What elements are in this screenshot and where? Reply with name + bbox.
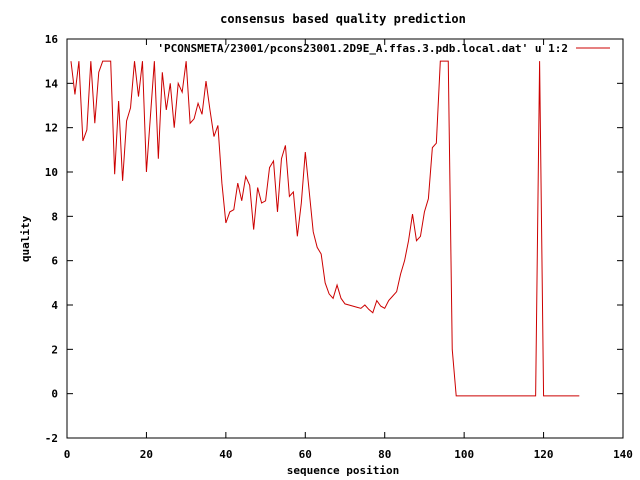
y-axis-label: quality: [19, 215, 32, 262]
x-tick-label: 140: [613, 448, 633, 461]
y-tick-label: 10: [45, 166, 58, 179]
plot-frame: [66, 38, 624, 439]
x-tick-label: 0: [64, 448, 71, 461]
y-tick-label: 12: [45, 122, 58, 135]
y-tick-label: -2: [45, 432, 58, 445]
x-axis-label: sequence position: [287, 464, 400, 477]
y-tick-label: 16: [45, 33, 59, 46]
x-tick-label: 60: [299, 448, 312, 461]
x-axis: 0 20 40 60 80 100 120 140: [64, 39, 633, 461]
chart-title: consensus based quality prediction: [220, 12, 466, 26]
x-tick-label: 100: [454, 448, 474, 461]
x-tick-label: 20: [140, 448, 153, 461]
y-tick-label: 8: [51, 210, 58, 223]
y-tick-label: 6: [51, 255, 58, 268]
x-tick-label: 80: [378, 448, 391, 461]
series-line: [70, 60, 580, 397]
y-axis: -2 0 2 4 6 8 10 12 14 16: [45, 33, 623, 445]
y-tick-label: 4: [51, 299, 58, 312]
y-tick-label: 0: [51, 388, 58, 401]
legend-label: 'PCONSMETA/23001/pcons23001.2D9E_A.ffas.…: [157, 42, 568, 55]
x-tick-label: 120: [534, 448, 554, 461]
x-tick-label: 40: [219, 448, 232, 461]
y-tick-label: 2: [51, 343, 58, 356]
legend: 'PCONSMETA/23001/pcons23001.2D9E_A.ffas.…: [157, 42, 610, 55]
y-tick-label: 14: [45, 77, 59, 90]
